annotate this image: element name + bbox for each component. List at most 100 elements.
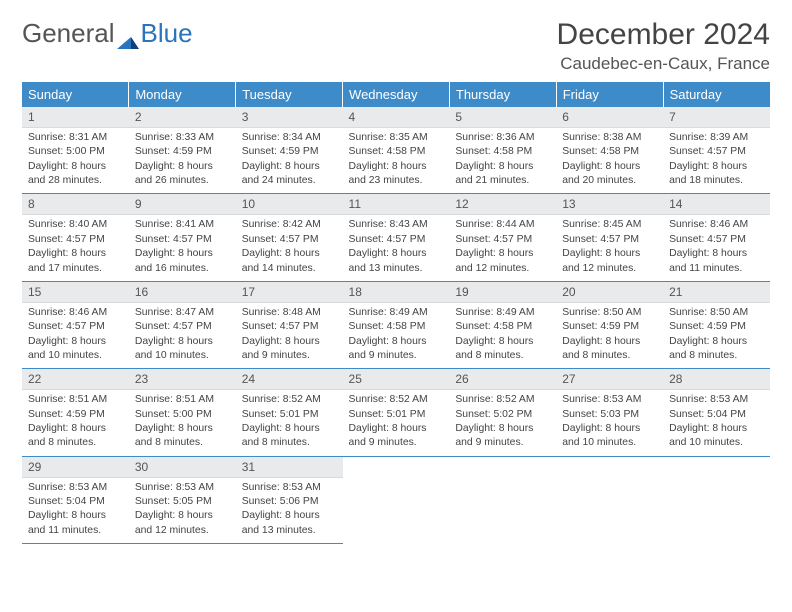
- calendar-cell: 12Sunrise: 8:44 AMSunset: 4:57 PMDayligh…: [449, 194, 556, 281]
- day-number: 11: [343, 194, 450, 215]
- day-of-week-header: Saturday: [663, 82, 770, 107]
- calendar-cell: [663, 456, 770, 543]
- day-number: 28: [663, 369, 770, 390]
- calendar-row: 15Sunrise: 8:46 AMSunset: 4:57 PMDayligh…: [22, 281, 770, 368]
- calendar-cell: 23Sunrise: 8:51 AMSunset: 5:00 PMDayligh…: [129, 369, 236, 456]
- calendar-cell: 15Sunrise: 8:46 AMSunset: 4:57 PMDayligh…: [22, 281, 129, 368]
- day-number: 25: [343, 369, 450, 390]
- day-info: Sunrise: 8:51 AMSunset: 5:00 PMDaylight:…: [129, 390, 236, 455]
- day-number: 15: [22, 282, 129, 303]
- logo-mark-icon: [117, 25, 139, 43]
- logo-word2: Blue: [141, 18, 193, 49]
- day-info: Sunrise: 8:34 AMSunset: 4:59 PMDaylight:…: [236, 128, 343, 193]
- day-info: Sunrise: 8:52 AMSunset: 5:01 PMDaylight:…: [343, 390, 450, 455]
- day-number: 3: [236, 107, 343, 128]
- calendar-cell: 10Sunrise: 8:42 AMSunset: 4:57 PMDayligh…: [236, 194, 343, 281]
- day-number: 30: [129, 457, 236, 478]
- calendar-cell: 9Sunrise: 8:41 AMSunset: 4:57 PMDaylight…: [129, 194, 236, 281]
- day-info: Sunrise: 8:52 AMSunset: 5:02 PMDaylight:…: [449, 390, 556, 455]
- day-info: Sunrise: 8:50 AMSunset: 4:59 PMDaylight:…: [556, 303, 663, 368]
- day-number: 2: [129, 107, 236, 128]
- calendar-row: 22Sunrise: 8:51 AMSunset: 4:59 PMDayligh…: [22, 369, 770, 456]
- day-of-week-row: SundayMondayTuesdayWednesdayThursdayFrid…: [22, 82, 770, 107]
- day-info: Sunrise: 8:45 AMSunset: 4:57 PMDaylight:…: [556, 215, 663, 280]
- day-info: Sunrise: 8:46 AMSunset: 4:57 PMDaylight:…: [663, 215, 770, 280]
- calendar-cell: 26Sunrise: 8:52 AMSunset: 5:02 PMDayligh…: [449, 369, 556, 456]
- calendar-cell: 27Sunrise: 8:53 AMSunset: 5:03 PMDayligh…: [556, 369, 663, 456]
- day-info: Sunrise: 8:31 AMSunset: 5:00 PMDaylight:…: [22, 128, 129, 193]
- calendar-cell: 18Sunrise: 8:49 AMSunset: 4:58 PMDayligh…: [343, 281, 450, 368]
- month-title: December 2024: [557, 18, 770, 52]
- day-number: 6: [556, 107, 663, 128]
- calendar-cell: 5Sunrise: 8:36 AMSunset: 4:58 PMDaylight…: [449, 107, 556, 194]
- day-number: 10: [236, 194, 343, 215]
- title-block: December 2024 Caudebec-en-Caux, France: [557, 18, 770, 74]
- day-number: 13: [556, 194, 663, 215]
- calendar-cell: 21Sunrise: 8:50 AMSunset: 4:59 PMDayligh…: [663, 281, 770, 368]
- day-info: Sunrise: 8:53 AMSunset: 5:04 PMDaylight:…: [663, 390, 770, 455]
- calendar-cell: 2Sunrise: 8:33 AMSunset: 4:59 PMDaylight…: [129, 107, 236, 194]
- calendar-table: SundayMondayTuesdayWednesdayThursdayFrid…: [22, 82, 770, 544]
- calendar-cell: [449, 456, 556, 543]
- calendar-cell: 3Sunrise: 8:34 AMSunset: 4:59 PMDaylight…: [236, 107, 343, 194]
- calendar-cell: 31Sunrise: 8:53 AMSunset: 5:06 PMDayligh…: [236, 456, 343, 543]
- calendar-row: 1Sunrise: 8:31 AMSunset: 5:00 PMDaylight…: [22, 107, 770, 194]
- calendar-cell: 22Sunrise: 8:51 AMSunset: 4:59 PMDayligh…: [22, 369, 129, 456]
- day-number: 1: [22, 107, 129, 128]
- day-number: 22: [22, 369, 129, 390]
- day-number: 17: [236, 282, 343, 303]
- calendar-cell: 29Sunrise: 8:53 AMSunset: 5:04 PMDayligh…: [22, 456, 129, 543]
- calendar-cell: 4Sunrise: 8:35 AMSunset: 4:58 PMDaylight…: [343, 107, 450, 194]
- day-of-week-header: Thursday: [449, 82, 556, 107]
- day-number: 16: [129, 282, 236, 303]
- day-number: 20: [556, 282, 663, 303]
- day-info: Sunrise: 8:51 AMSunset: 4:59 PMDaylight:…: [22, 390, 129, 455]
- day-number: 7: [663, 107, 770, 128]
- calendar-cell: 24Sunrise: 8:52 AMSunset: 5:01 PMDayligh…: [236, 369, 343, 456]
- day-info: Sunrise: 8:41 AMSunset: 4:57 PMDaylight:…: [129, 215, 236, 280]
- day-number: 12: [449, 194, 556, 215]
- day-info: Sunrise: 8:47 AMSunset: 4:57 PMDaylight:…: [129, 303, 236, 368]
- logo: General Blue: [22, 18, 193, 49]
- day-number: 27: [556, 369, 663, 390]
- calendar-cell: 14Sunrise: 8:46 AMSunset: 4:57 PMDayligh…: [663, 194, 770, 281]
- day-number: 21: [663, 282, 770, 303]
- calendar-cell: 19Sunrise: 8:49 AMSunset: 4:58 PMDayligh…: [449, 281, 556, 368]
- logo-word1: General: [22, 18, 115, 49]
- day-number: 29: [22, 457, 129, 478]
- calendar-row: 29Sunrise: 8:53 AMSunset: 5:04 PMDayligh…: [22, 456, 770, 543]
- day-number: 26: [449, 369, 556, 390]
- day-info: Sunrise: 8:36 AMSunset: 4:58 PMDaylight:…: [449, 128, 556, 193]
- calendar-cell: [343, 456, 450, 543]
- day-info: Sunrise: 8:44 AMSunset: 4:57 PMDaylight:…: [449, 215, 556, 280]
- day-info: Sunrise: 8:50 AMSunset: 4:59 PMDaylight:…: [663, 303, 770, 368]
- day-of-week-header: Tuesday: [236, 82, 343, 107]
- calendar-body: 1Sunrise: 8:31 AMSunset: 5:00 PMDaylight…: [22, 107, 770, 544]
- day-number: 14: [663, 194, 770, 215]
- day-number: 23: [129, 369, 236, 390]
- location: Caudebec-en-Caux, France: [557, 54, 770, 74]
- day-of-week-header: Wednesday: [343, 82, 450, 107]
- day-number: 5: [449, 107, 556, 128]
- day-number: 9: [129, 194, 236, 215]
- day-of-week-header: Monday: [129, 82, 236, 107]
- day-number: 18: [343, 282, 450, 303]
- calendar-cell: 30Sunrise: 8:53 AMSunset: 5:05 PMDayligh…: [129, 456, 236, 543]
- day-number: 4: [343, 107, 450, 128]
- calendar-cell: 20Sunrise: 8:50 AMSunset: 4:59 PMDayligh…: [556, 281, 663, 368]
- calendar-cell: 25Sunrise: 8:52 AMSunset: 5:01 PMDayligh…: [343, 369, 450, 456]
- calendar-cell: 16Sunrise: 8:47 AMSunset: 4:57 PMDayligh…: [129, 281, 236, 368]
- calendar-cell: 13Sunrise: 8:45 AMSunset: 4:57 PMDayligh…: [556, 194, 663, 281]
- day-info: Sunrise: 8:53 AMSunset: 5:04 PMDaylight:…: [22, 478, 129, 543]
- day-info: Sunrise: 8:53 AMSunset: 5:06 PMDaylight:…: [236, 478, 343, 543]
- day-number: 8: [22, 194, 129, 215]
- day-info: Sunrise: 8:53 AMSunset: 5:03 PMDaylight:…: [556, 390, 663, 455]
- day-info: Sunrise: 8:35 AMSunset: 4:58 PMDaylight:…: [343, 128, 450, 193]
- day-of-week-header: Friday: [556, 82, 663, 107]
- day-info: Sunrise: 8:48 AMSunset: 4:57 PMDaylight:…: [236, 303, 343, 368]
- day-info: Sunrise: 8:49 AMSunset: 4:58 PMDaylight:…: [449, 303, 556, 368]
- calendar-cell: 1Sunrise: 8:31 AMSunset: 5:00 PMDaylight…: [22, 107, 129, 194]
- calendar-cell: 17Sunrise: 8:48 AMSunset: 4:57 PMDayligh…: [236, 281, 343, 368]
- day-number: 31: [236, 457, 343, 478]
- day-number: 24: [236, 369, 343, 390]
